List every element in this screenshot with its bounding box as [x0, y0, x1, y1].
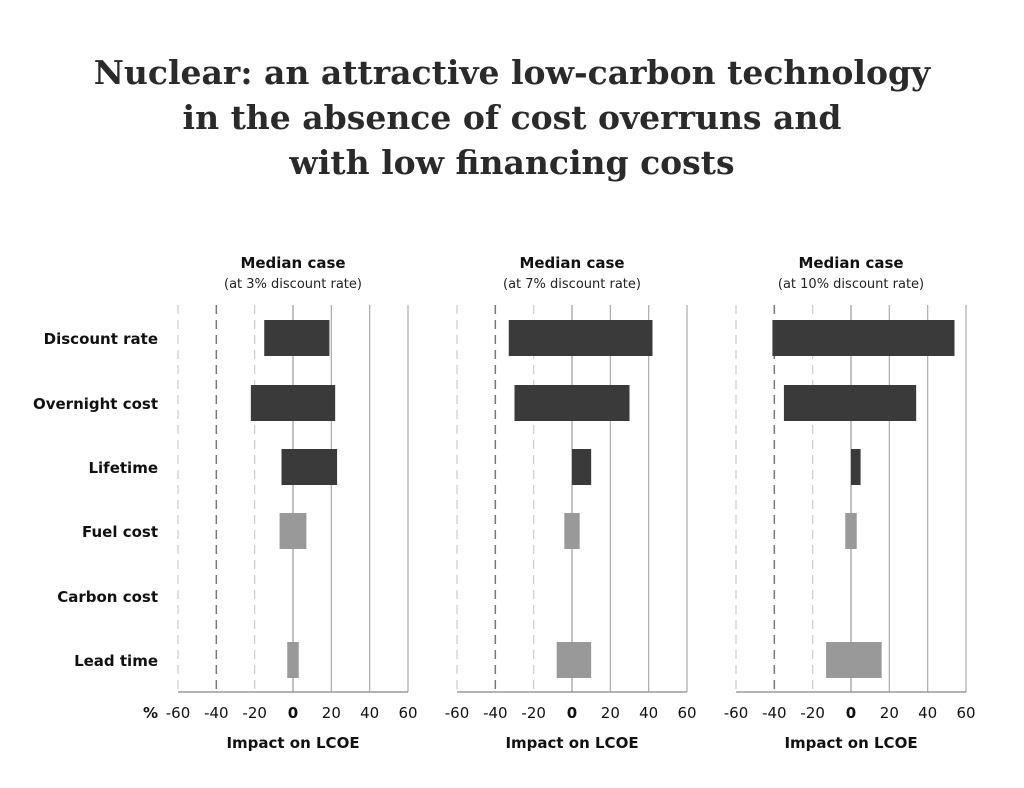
percent-symbol: %: [143, 704, 158, 722]
x-tick-label: -20: [800, 704, 825, 722]
bar-overnight-cost: [250, 385, 336, 421]
bar-lead-time: [287, 642, 299, 678]
x-tick-label: 20: [601, 704, 620, 722]
x-tick-label: 0: [846, 704, 856, 722]
x-tick-label: 60: [398, 704, 417, 722]
chart-title-line-3: with low financing costs: [289, 143, 735, 182]
panel-subtitle: (at 10% discount rate): [778, 277, 924, 292]
x-tick-label: 40: [360, 704, 379, 722]
x-tick-label: 40: [918, 704, 937, 722]
bar-overnight-cost: [783, 385, 917, 421]
x-axis-label: Impact on LCOE: [505, 734, 638, 752]
panel-3: Median case (at 10% discount rate) -60 -40-…: [724, 254, 976, 752]
x-tick-label: 60: [677, 704, 696, 722]
panel-1: Median case (at 3% discount rate) -60 -40 -2…: [166, 254, 418, 752]
x-tick-label: 0: [288, 704, 298, 722]
panel-title: Median case: [240, 254, 345, 272]
x-tick-label: 20: [880, 704, 899, 722]
bar-lifetime: [572, 449, 592, 485]
panel-subtitle: (at 3% discount rate): [224, 277, 362, 292]
x-tick-label: -60: [445, 704, 470, 722]
category-label-lead-time: Lead time: [74, 652, 158, 670]
chart-title-line-2: in the absence of cost overruns and: [182, 98, 842, 137]
x-tick-label: -40: [762, 704, 787, 722]
x-tick-label: -40: [204, 704, 229, 722]
bar-lead-time: [556, 642, 592, 678]
bar-discount-rate: [772, 320, 955, 356]
x-tick-label: 40: [639, 704, 658, 722]
x-tick-label: -60: [166, 704, 191, 722]
bar-fuel-cost: [845, 513, 857, 549]
category-label-discount-rate: Discount rate: [44, 330, 158, 348]
x-tick-label: 20: [322, 704, 341, 722]
x-tick-label: -20: [521, 704, 546, 722]
x-tick-label: -40: [483, 704, 508, 722]
bar-discount-rate: [264, 320, 330, 356]
category-label-carbon-cost: Carbon cost: [57, 588, 158, 606]
x-tick-label: 0: [567, 704, 577, 722]
category-label-overnight-cost: Overnight cost: [33, 395, 158, 413]
bar-lead-time: [826, 642, 882, 678]
x-axis-label: Impact on LCOE: [784, 734, 917, 752]
x-tick-label: -60: [724, 704, 749, 722]
x-tick-label: -20: [242, 704, 267, 722]
category-label-lifetime: Lifetime: [88, 459, 158, 477]
bar-overnight-cost: [514, 385, 630, 421]
x-tick-label: 60: [956, 704, 975, 722]
panel-title: Median case: [798, 254, 903, 272]
panel-title: Median case: [519, 254, 624, 272]
chart-title: Nuclear: an attractive low-carbon techno…: [0, 50, 1024, 185]
category-label-fuel-cost: Fuel cost: [82, 523, 158, 541]
bar-lifetime: [851, 449, 861, 485]
chart-title-line-1: Nuclear: an attractive low-carbon techno…: [93, 53, 931, 92]
bar-fuel-cost: [279, 513, 307, 549]
bar-lifetime: [281, 449, 338, 485]
panel-subtitle: (at 7% discount rate): [503, 277, 641, 292]
x-axis-label: Impact on LCOE: [226, 734, 359, 752]
bar-discount-rate: [508, 320, 653, 356]
category-labels: Discount rate Overnight cost Lifetime Fuel …: [33, 330, 158, 670]
bar-fuel-cost: [564, 513, 580, 549]
panel-2: Median case (at 7% discount rate) -60 -40 -2…: [445, 254, 697, 752]
chart-panels: Median case (at 3% discount rate) -60 -40 -2…: [166, 254, 976, 752]
